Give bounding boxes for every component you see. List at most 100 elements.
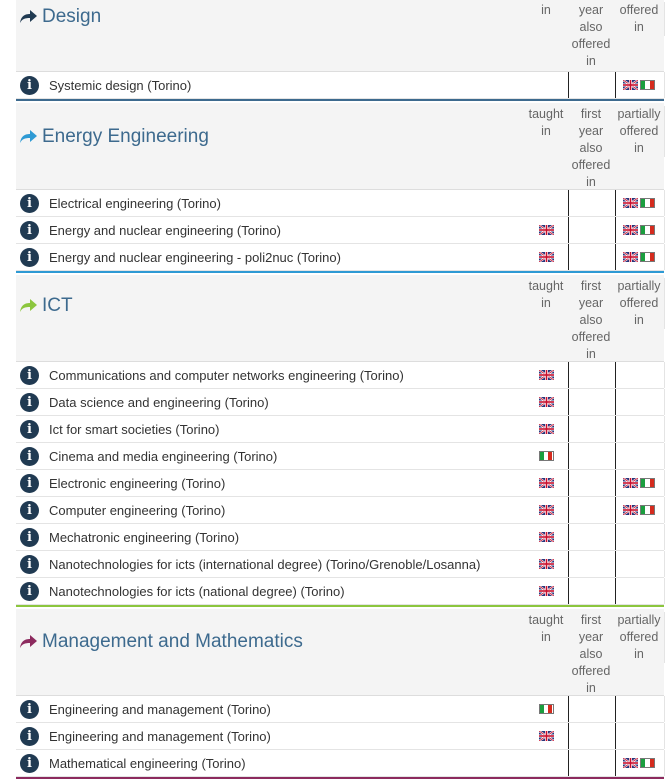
table-row[interactable]: i Systemic design (Torino) xyxy=(16,72,665,99)
taught-in-cell xyxy=(521,551,571,577)
info-icon[interactable]: i xyxy=(20,554,39,574)
taught-in-cell xyxy=(521,443,571,469)
first-year-cell xyxy=(568,190,616,216)
table-row[interactable]: i Data science and engineering (Torino) xyxy=(16,389,665,416)
taught-in-cell xyxy=(521,524,571,550)
table-row[interactable]: i Electronic engineering (Torino) xyxy=(16,470,665,497)
header-first-year: first year also offered in xyxy=(571,279,611,361)
table-row[interactable]: i Nanotechnologies for icts (national deg… xyxy=(16,578,665,605)
info-icon[interactable]: i xyxy=(20,247,39,267)
uk-flag-icon xyxy=(538,532,554,542)
info-icon[interactable]: i xyxy=(20,527,39,547)
table-row[interactable]: i Energy and nuclear engineering (Torino) xyxy=(16,217,665,244)
table-row[interactable]: i Engineering and management (Torino) xyxy=(16,723,665,750)
section-divider xyxy=(16,777,664,779)
course-name[interactable]: Mathematical engineering (Torino) xyxy=(49,755,246,771)
section-title[interactable]: Design xyxy=(18,6,101,28)
course-name[interactable]: Nanotechnologies for icts (international… xyxy=(49,556,481,572)
section-title[interactable]: Management and Mathematics xyxy=(18,631,303,653)
info-icon[interactable]: i xyxy=(20,473,39,493)
table-row[interactable]: i Mechatronic engineering (Torino) xyxy=(16,524,665,551)
course-name[interactable]: Engineering and management (Torino) xyxy=(49,728,271,744)
info-icon[interactable]: i xyxy=(20,699,39,719)
taught-in-cell xyxy=(521,497,571,523)
section-title[interactable]: ICT xyxy=(18,295,73,317)
course-name[interactable]: Ict for smart societies (Torino) xyxy=(49,421,220,437)
info-icon[interactable]: i xyxy=(20,75,39,95)
course-name[interactable]: Electronic engineering (Torino) xyxy=(49,475,226,491)
table-row[interactable]: i Computer engineering (Torino) xyxy=(16,497,665,524)
first-year-cell xyxy=(568,497,616,523)
table-row[interactable]: i Ict for smart societies (Torino) xyxy=(16,416,665,443)
taught-in-cell xyxy=(521,362,571,388)
taught-in-cell xyxy=(521,696,571,722)
section-2: ICT taught in first year also offered in pa… xyxy=(16,275,665,607)
uk-italian-flags-icon xyxy=(623,252,655,262)
course-name[interactable]: Nanotechnologies for icts (national degr… xyxy=(49,583,345,599)
taught-in-cell xyxy=(521,723,571,749)
course-name[interactable]: Systemic design (Torino) xyxy=(49,77,192,93)
course-name[interactable]: Energy and nuclear engineering (Torino) xyxy=(49,222,281,238)
first-year-cell xyxy=(568,244,616,270)
course-name[interactable]: Engineering and management (Torino) xyxy=(49,701,271,717)
info-icon[interactable]: i xyxy=(20,365,39,385)
uk-flag-icon xyxy=(538,559,554,569)
info-icon[interactable]: i xyxy=(20,500,39,520)
arrow-right-icon xyxy=(20,299,37,312)
table-row[interactable]: i Electrical engineering (Torino) xyxy=(16,190,665,217)
info-icon[interactable]: i xyxy=(20,220,39,240)
section-title[interactable]: Energy Engineering xyxy=(18,126,209,148)
info-icon[interactable]: i xyxy=(20,392,39,412)
uk-flag-icon xyxy=(538,731,554,741)
partially-offered-cell xyxy=(614,750,665,776)
uk-flag-icon xyxy=(538,225,554,235)
info-icon[interactable]: i xyxy=(20,726,39,746)
taught-in-cell xyxy=(521,416,571,442)
partially-offered-cell xyxy=(614,443,665,469)
table-row[interactable]: i Engineering and management (Torino) xyxy=(16,696,665,723)
table-row[interactable]: i Nanotechnologies for icts (internationa… xyxy=(16,551,665,578)
course-name[interactable]: Electrical engineering (Torino) xyxy=(49,195,221,211)
partially-offered-cell xyxy=(614,470,665,496)
taught-in-cell xyxy=(521,389,571,415)
header-taught-in: taught in xyxy=(528,279,564,310)
section-title-text[interactable]: Management and Mathematics xyxy=(42,631,303,652)
section-title-text[interactable]: ICT xyxy=(42,295,73,316)
table-row[interactable]: i Communications and computer networks en… xyxy=(16,362,665,389)
section-header: Energy Engineering taught in first year al… xyxy=(16,103,665,190)
taught-in-cell xyxy=(521,470,571,496)
arrow-right-icon xyxy=(20,635,37,648)
table-row[interactable]: i Mathematical engineering (Torino) xyxy=(16,750,665,777)
info-icon[interactable]: i xyxy=(20,446,39,466)
partially-offered-cell xyxy=(614,723,665,749)
course-name[interactable]: Mechatronic engineering (Torino) xyxy=(49,529,240,545)
first-year-cell xyxy=(568,443,616,469)
section-title-text[interactable]: Energy Engineering xyxy=(42,126,209,147)
uk-italian-flags-icon xyxy=(623,505,655,515)
info-icon[interactable]: i xyxy=(20,419,39,439)
info-icon[interactable]: i xyxy=(20,581,39,601)
uk-flag-icon xyxy=(538,252,554,262)
first-year-cell xyxy=(568,389,616,415)
partially-offered-cell xyxy=(614,524,665,550)
course-name[interactable]: Data science and engineering (Torino) xyxy=(49,394,269,410)
section-title-text[interactable]: Design xyxy=(42,6,102,27)
italian-flag-icon xyxy=(538,451,554,461)
info-icon[interactable]: i xyxy=(20,193,39,213)
section-3: Management and Mathematics taught in first… xyxy=(16,609,665,779)
partially-offered-cell xyxy=(614,244,665,270)
uk-flag-icon xyxy=(538,397,554,407)
header-partially-offered: partially offered in xyxy=(614,278,665,329)
header-first-year: first year also offered in xyxy=(571,613,611,695)
table-row[interactable]: i Cinema and media engineering (Torino) xyxy=(16,443,665,470)
info-icon[interactable]: i xyxy=(20,753,39,773)
uk-flag-icon xyxy=(538,505,554,515)
course-name[interactable]: Energy and nuclear engineering - poli2nu… xyxy=(49,249,341,265)
course-name[interactable]: Computer engineering (Torino) xyxy=(49,502,226,518)
header-partially-offered: partially offered in xyxy=(614,612,665,663)
course-name[interactable]: Cinema and media engineering (Torino) xyxy=(49,448,278,464)
table-row[interactable]: i Energy and nuclear engineering - poli2n… xyxy=(16,244,665,271)
course-name[interactable]: Communications and computer networks eng… xyxy=(49,367,404,383)
uk-italian-flags-icon xyxy=(623,225,655,235)
